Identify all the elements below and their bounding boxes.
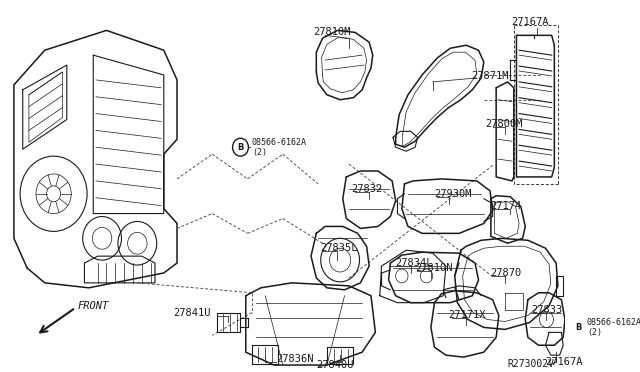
Text: 27833: 27833 bbox=[531, 305, 563, 315]
Text: B: B bbox=[237, 143, 244, 152]
Text: 27167A: 27167A bbox=[511, 17, 548, 28]
Text: 27930M: 27930M bbox=[435, 189, 472, 199]
Text: 27174: 27174 bbox=[490, 201, 521, 211]
Text: 27832: 27832 bbox=[351, 184, 383, 194]
Text: 27871M: 27871M bbox=[472, 71, 509, 81]
Text: 27835L: 27835L bbox=[320, 243, 357, 253]
Text: B: B bbox=[575, 323, 581, 332]
Text: 27800M: 27800M bbox=[486, 119, 523, 129]
Text: 27810N: 27810N bbox=[415, 263, 452, 273]
Text: 08566-6162A
(2): 08566-6162A (2) bbox=[252, 138, 307, 157]
Text: 08566-6162A
(2): 08566-6162A (2) bbox=[587, 318, 640, 337]
Text: 27841U: 27841U bbox=[173, 308, 211, 318]
Text: FRONT: FRONT bbox=[77, 301, 109, 311]
Text: 27171X: 27171X bbox=[449, 310, 486, 320]
Text: 27840U: 27840U bbox=[316, 360, 354, 370]
Text: 27834L: 27834L bbox=[396, 258, 433, 268]
Text: 27167A: 27167A bbox=[545, 357, 583, 367]
Text: 27810M: 27810M bbox=[314, 28, 351, 37]
Text: R273002V: R273002V bbox=[508, 359, 554, 369]
Text: 27836N: 27836N bbox=[276, 354, 313, 364]
Text: 27870: 27870 bbox=[490, 268, 521, 278]
